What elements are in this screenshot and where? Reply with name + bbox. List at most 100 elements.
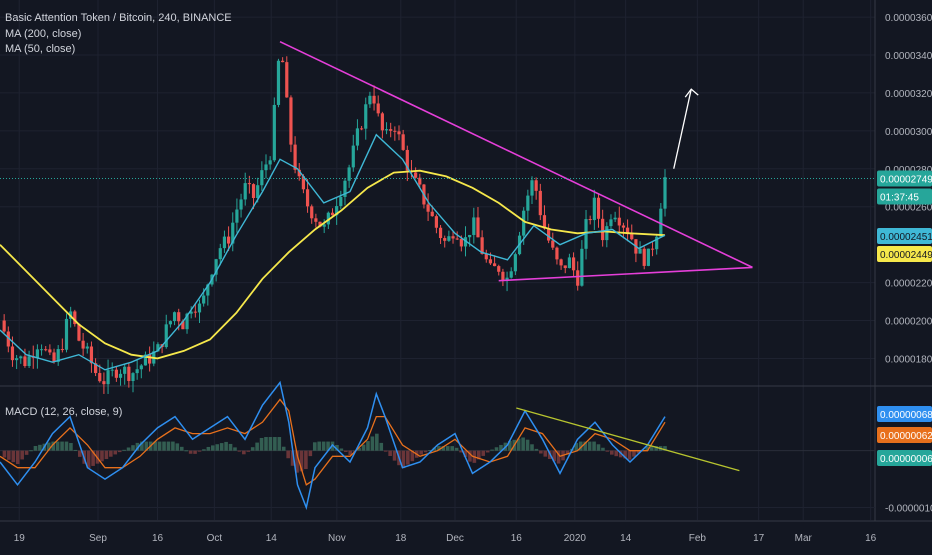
- candle-body: [326, 212, 330, 225]
- candle-body: [260, 170, 264, 186]
- candle-body: [393, 130, 397, 132]
- candle-body: [434, 216, 439, 228]
- candle-body: [314, 218, 318, 222]
- ma50-line: [0, 133, 666, 371]
- ma200-price-tag-text: 0.00002449: [880, 250, 932, 261]
- candle-body: [6, 331, 10, 347]
- price-tick-label: 0.00001800: [885, 354, 932, 365]
- histogram-bar: [308, 450, 313, 457]
- histogram-bar: [485, 450, 490, 453]
- x-tick-label: Nov: [328, 533, 346, 544]
- x-tick-label: 16: [865, 533, 877, 544]
- candle-body: [181, 321, 185, 330]
- macd-tick-label: -0.00000100: [885, 503, 932, 514]
- candle-body: [625, 227, 630, 235]
- macd-value-tag: 0.00000068: [877, 406, 932, 422]
- candle-body: [131, 373, 135, 381]
- candle-body: [276, 60, 281, 105]
- histogram-bar: [255, 442, 259, 451]
- last-price-tag-text: 0.00002749: [880, 174, 932, 185]
- candle-body: [513, 254, 517, 272]
- histogram-bar: [375, 433, 379, 451]
- candle-body: [143, 354, 148, 366]
- candle-body: [468, 234, 472, 238]
- candle-body: [202, 295, 206, 304]
- candle-body: [646, 248, 650, 266]
- candle-body: [318, 221, 322, 227]
- candle-body: [89, 346, 94, 364]
- histogram-bar: [459, 450, 463, 453]
- x-tick-label: Dec: [446, 533, 464, 544]
- histogram-bar: [233, 447, 237, 451]
- candle-body: [27, 356, 31, 367]
- candle-body: [555, 247, 559, 260]
- candle-body: [401, 134, 405, 150]
- candle-body: [359, 128, 364, 130]
- histogram-bar: [228, 443, 233, 451]
- candle-body: [93, 363, 98, 374]
- histogram-bar: [344, 450, 348, 452]
- candle-body: [355, 128, 360, 146]
- histogram-bar: [144, 441, 149, 451]
- candle-body: [247, 183, 251, 185]
- x-tick-label: Oct: [207, 533, 223, 544]
- candle-body: [376, 103, 380, 114]
- histogram-bar: [206, 446, 211, 451]
- macd-trendline: [516, 407, 740, 472]
- histogram-bar: [317, 441, 321, 451]
- histogram-bar: [304, 450, 308, 470]
- histogram-bar: [366, 441, 370, 451]
- candle-body: [44, 349, 48, 351]
- candle-body: [297, 169, 301, 177]
- candle-body: [438, 227, 443, 239]
- histogram-bar: [379, 442, 384, 451]
- histogram-bar: [38, 444, 42, 451]
- histogram-bar: [250, 447, 255, 451]
- histogram-bar: [281, 446, 286, 451]
- histogram-bar: [131, 445, 135, 451]
- candle-body: [156, 344, 160, 352]
- candle-body: [235, 209, 239, 223]
- histogram-bar: [357, 448, 361, 451]
- histogram-bar: [543, 450, 548, 457]
- x-tick-label: Sep: [89, 533, 107, 544]
- ma200-legend: MA (200, close): [5, 28, 82, 40]
- histogram-bar: [406, 450, 410, 465]
- histogram-bar: [556, 450, 561, 464]
- histogram-bar: [441, 446, 446, 451]
- candle-body: [272, 104, 276, 161]
- breakout-arrow-head: [684, 88, 699, 98]
- histogram-bar: [454, 447, 459, 451]
- candle-body: [418, 177, 422, 185]
- candle-body: [222, 236, 227, 249]
- histogram-bar: [29, 450, 33, 452]
- histogram-bar: [463, 450, 468, 458]
- histogram-bar: [33, 445, 38, 451]
- x-tick-label: 16: [511, 533, 523, 544]
- histogram-bar: [273, 437, 277, 451]
- candle-body: [526, 195, 530, 211]
- candle-body: [2, 320, 6, 332]
- candle-body: [305, 189, 310, 207]
- histogram-bar: [445, 446, 450, 451]
- histogram-bar: [295, 450, 299, 473]
- histogram-bar: [157, 441, 162, 451]
- candle-body: [463, 237, 468, 247]
- histogram-bar: [109, 450, 113, 457]
- candle-body: [206, 284, 210, 296]
- histogram-value-tag: 0.00000006: [877, 450, 932, 466]
- candle-body: [405, 149, 409, 171]
- histogram-bar: [636, 450, 641, 454]
- histogram-value-tag-bg: [877, 450, 932, 466]
- candle-body: [73, 311, 77, 325]
- candle-body: [642, 248, 646, 266]
- candle-body: [443, 238, 447, 241]
- candle-body: [472, 217, 476, 235]
- histogram-bar: [20, 450, 24, 460]
